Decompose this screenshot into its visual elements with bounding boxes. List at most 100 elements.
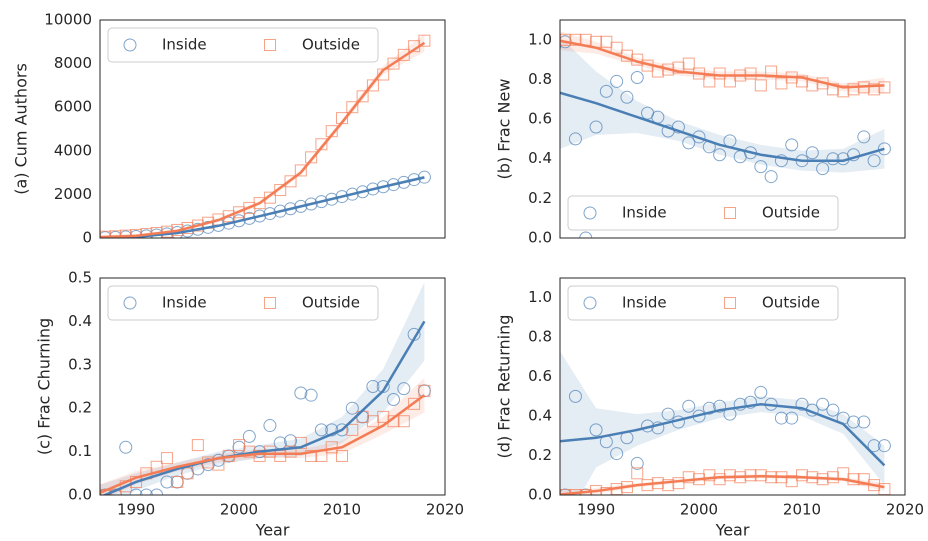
marker-square: [274, 184, 287, 197]
subplot: 0.0 0.1 0.2 0.3 0.4 0.5 1990 2000 2010 2020 (c) Fr…: [35, 269, 465, 540]
y-tick-label: 0.1: [68, 442, 92, 460]
marker-square: [397, 48, 410, 61]
legend: Inside Outside: [567, 285, 839, 321]
marker-square: [724, 207, 736, 219]
marker-square: [264, 297, 276, 309]
marker-circle: [744, 395, 758, 409]
marker-square: [569, 33, 582, 46]
y-tick-label: 0.0: [68, 486, 92, 504]
marker-circle: [774, 154, 788, 168]
x-tick-label: 2020: [886, 501, 924, 519]
marker-circle: [335, 423, 349, 437]
marker-square: [263, 191, 276, 204]
marker-circle: [314, 423, 328, 437]
marker-square: [171, 475, 184, 488]
marker-circle: [671, 120, 685, 134]
marker-square: [346, 423, 359, 436]
marker-square: [233, 206, 246, 219]
marker-circle: [785, 138, 799, 152]
x-tick-label: 2010: [323, 501, 361, 519]
marker-circle: [630, 456, 644, 470]
marker-circle: [867, 154, 881, 168]
marker-square: [579, 489, 592, 495]
axes-frame: [99, 19, 446, 239]
marker-circle: [610, 74, 624, 88]
confidence-band: [560, 351, 885, 495]
marker-square: [682, 57, 695, 70]
marker-circle: [826, 403, 840, 417]
y-tick-label: 6000: [54, 98, 92, 116]
marker-circle: [867, 439, 881, 453]
marker-circle: [877, 439, 891, 453]
marker-square: [847, 83, 860, 96]
marker-square: [724, 297, 736, 309]
fit-line: [560, 475, 885, 495]
marker-circle: [568, 132, 582, 146]
marker-square: [233, 439, 246, 452]
marker-circle: [589, 120, 603, 134]
legend-label: Outside: [762, 294, 820, 312]
marker-square: [160, 452, 173, 465]
marker-circle: [263, 419, 277, 433]
y-tick-label: 0.4: [528, 149, 552, 167]
marker-square: [560, 489, 572, 495]
marker-square: [796, 75, 809, 88]
marker-circle: [877, 142, 891, 156]
marker-square: [315, 138, 328, 151]
marker-square: [346, 101, 359, 114]
marker-circle: [682, 399, 696, 413]
y-axis-label: (d) Frac Returning: [495, 315, 514, 459]
y-tick-label: 0.3: [68, 355, 92, 373]
y-axis-label: (c) Frac Churning: [35, 318, 54, 455]
y-tick-label: 0.8: [528, 70, 552, 88]
marker-square: [284, 175, 297, 188]
confidence-band: [100, 282, 425, 495]
marker-circle: [816, 397, 830, 411]
marker-circle: [304, 388, 318, 402]
marker-circle: [805, 146, 819, 160]
marker-square: [600, 487, 613, 495]
y-tick-label: 0.5: [68, 269, 92, 287]
marker-circle: [129, 488, 143, 495]
y-tick-label: 10000: [44, 11, 92, 29]
marker-square: [294, 164, 307, 177]
marker-square: [356, 90, 369, 103]
legend: Inside Outside: [107, 285, 379, 321]
marker-circle: [857, 415, 871, 429]
marker-circle: [589, 423, 603, 437]
legend-label: Inside: [162, 36, 207, 54]
marker-circle: [610, 447, 624, 461]
marker-square: [366, 415, 379, 428]
marker-circle: [713, 399, 727, 413]
marker-square: [796, 469, 809, 482]
marker-circle: [795, 397, 809, 411]
marker-circle: [754, 160, 768, 174]
legend-label: Outside: [302, 294, 360, 312]
y-tick-label: 0.6: [528, 367, 552, 385]
marker-circle: [294, 199, 308, 213]
marker-square: [744, 67, 757, 80]
legend-label: Inside: [162, 294, 207, 312]
marker-circle: [702, 401, 716, 415]
subplot: 0.0 0.2 0.4 0.6 0.8 1.0 1990 2000 2010 2020 (d) Fr…: [495, 277, 924, 540]
axes-frame: [559, 277, 906, 496]
marker-square: [191, 439, 204, 452]
legend-box: [107, 285, 379, 321]
marker-square: [703, 75, 716, 88]
marker-square: [610, 41, 623, 54]
marker-circle: [119, 440, 133, 454]
marker-circle: [304, 197, 318, 211]
marker-square: [408, 397, 421, 410]
marker-circle: [345, 187, 359, 201]
marker-circle: [774, 411, 788, 425]
marker-circle: [661, 407, 675, 421]
y-axis-label: (a) Cum Authors: [12, 63, 31, 195]
fit-line: [560, 402, 886, 467]
plot-area: [560, 31, 891, 238]
marker-square: [682, 471, 695, 484]
marker-square: [387, 57, 400, 70]
marker-square: [264, 39, 276, 51]
marker-circle: [284, 434, 298, 448]
marker-square: [560, 33, 572, 46]
x-axis-label: Year: [255, 521, 290, 540]
